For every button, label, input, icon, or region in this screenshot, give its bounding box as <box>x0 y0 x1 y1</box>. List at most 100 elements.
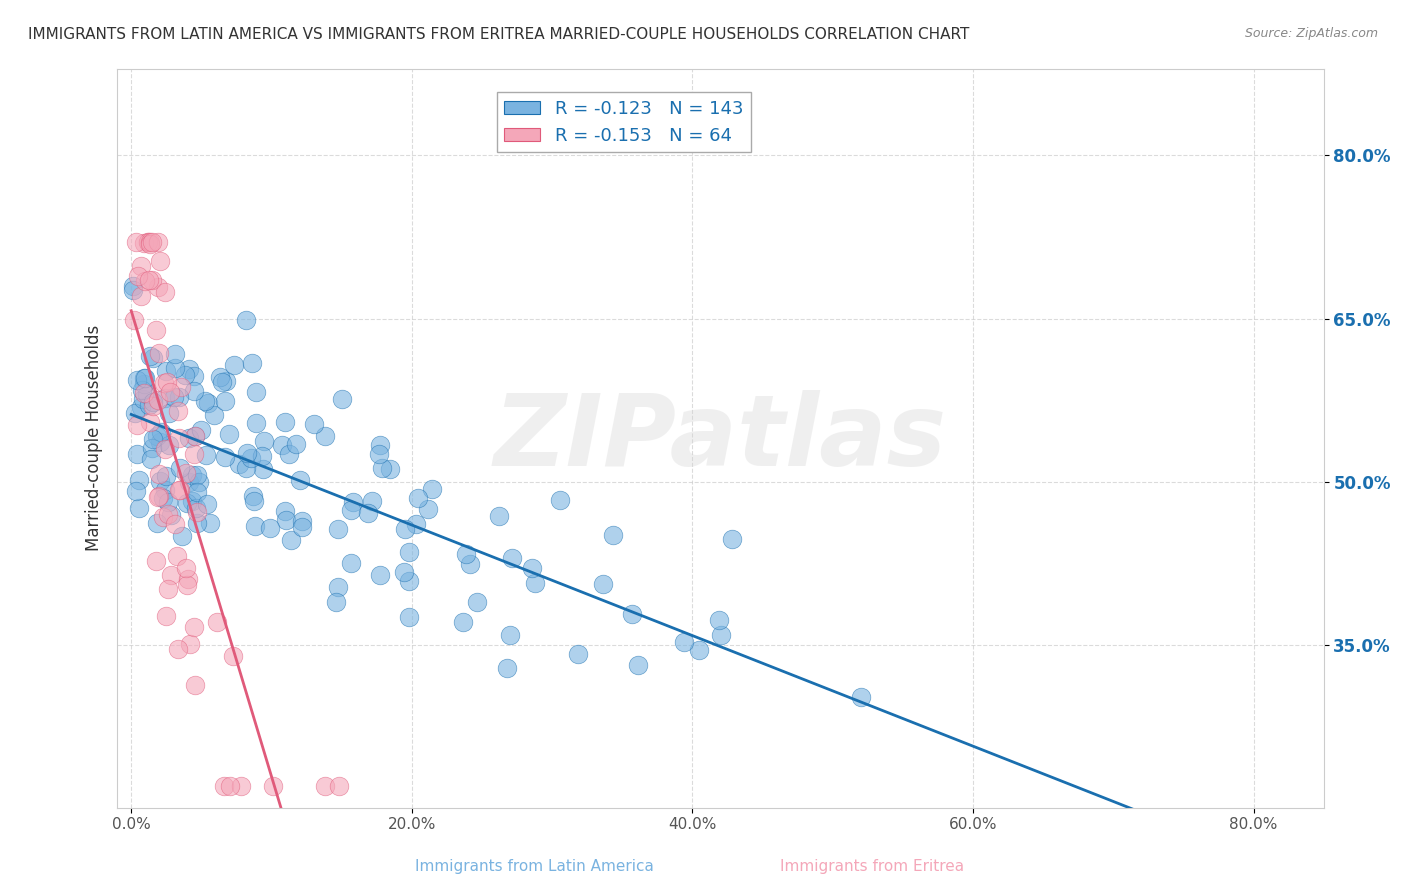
Point <box>222 649 245 664</box>
Point <box>211 375 233 389</box>
Point <box>145 429 167 443</box>
Point <box>131 392 153 406</box>
Point <box>157 582 180 596</box>
Point <box>245 416 267 430</box>
Point <box>170 528 193 542</box>
Point <box>262 779 284 793</box>
Point <box>302 417 325 431</box>
Point <box>174 561 197 575</box>
Point <box>136 235 159 250</box>
Point <box>342 495 364 509</box>
Point <box>142 432 165 446</box>
Point <box>215 374 238 388</box>
Point <box>200 516 222 531</box>
Point <box>129 400 152 414</box>
Point <box>328 522 350 536</box>
Point <box>138 235 160 250</box>
Point <box>169 390 191 404</box>
Point <box>243 519 266 533</box>
Point <box>398 574 420 588</box>
Point <box>132 386 155 401</box>
Point <box>495 661 517 675</box>
Point <box>184 500 207 515</box>
Point <box>214 393 236 408</box>
Point <box>236 446 259 460</box>
Text: Immigrants from Latin America: Immigrants from Latin America <box>415 859 654 874</box>
Point <box>176 496 198 510</box>
Point <box>371 460 394 475</box>
Point <box>186 468 208 483</box>
Point <box>148 489 170 503</box>
Point <box>454 548 477 562</box>
Point <box>156 375 179 389</box>
Point <box>134 377 156 392</box>
Point <box>163 517 186 532</box>
Point <box>127 447 149 461</box>
Point <box>465 595 488 609</box>
Point <box>166 404 188 418</box>
Point <box>160 508 183 522</box>
Point <box>169 483 191 498</box>
Point <box>181 467 204 482</box>
Point <box>231 779 253 793</box>
Point <box>152 509 174 524</box>
Point <box>125 373 148 387</box>
Point <box>128 473 150 487</box>
Point <box>169 483 191 497</box>
Point <box>183 429 205 443</box>
Point <box>176 578 198 592</box>
Point <box>340 502 363 516</box>
Point <box>274 504 297 518</box>
Point <box>194 394 217 409</box>
Point <box>627 658 650 673</box>
Point <box>131 383 153 397</box>
Point <box>169 380 191 394</box>
Point <box>405 517 427 532</box>
Point <box>314 429 336 443</box>
Point <box>125 235 148 250</box>
Point <box>129 289 152 303</box>
Point <box>177 431 200 445</box>
Point <box>235 313 257 327</box>
Point <box>148 280 170 294</box>
Point <box>156 495 179 509</box>
Point <box>325 595 347 609</box>
Point <box>141 441 163 455</box>
Point <box>155 364 177 378</box>
Point <box>550 493 572 508</box>
Point <box>620 607 643 621</box>
Point <box>157 406 180 420</box>
Point <box>243 494 266 508</box>
Point <box>142 395 165 409</box>
Point <box>501 551 523 566</box>
Point <box>259 521 281 535</box>
Point <box>152 376 174 390</box>
Point <box>134 371 156 385</box>
Point <box>239 450 262 465</box>
Point <box>235 461 257 475</box>
Point <box>183 447 205 461</box>
Point <box>155 391 177 405</box>
Point <box>173 368 195 382</box>
Point <box>291 515 314 529</box>
Point <box>124 483 146 498</box>
Point <box>139 452 162 467</box>
Point <box>186 485 208 500</box>
Point <box>146 516 169 530</box>
Point <box>179 362 201 376</box>
Point <box>218 427 240 442</box>
Point <box>368 568 391 582</box>
Point <box>134 370 156 384</box>
Point <box>209 369 232 384</box>
Point <box>121 279 143 293</box>
Point <box>153 285 176 299</box>
Point <box>138 398 160 412</box>
Y-axis label: Married-couple Households: Married-couple Households <box>86 325 103 551</box>
Point <box>394 522 416 536</box>
Point <box>166 549 188 563</box>
Point <box>149 425 172 439</box>
Point <box>340 556 363 570</box>
Point <box>139 236 162 251</box>
Point <box>271 438 294 452</box>
Point <box>228 457 250 471</box>
